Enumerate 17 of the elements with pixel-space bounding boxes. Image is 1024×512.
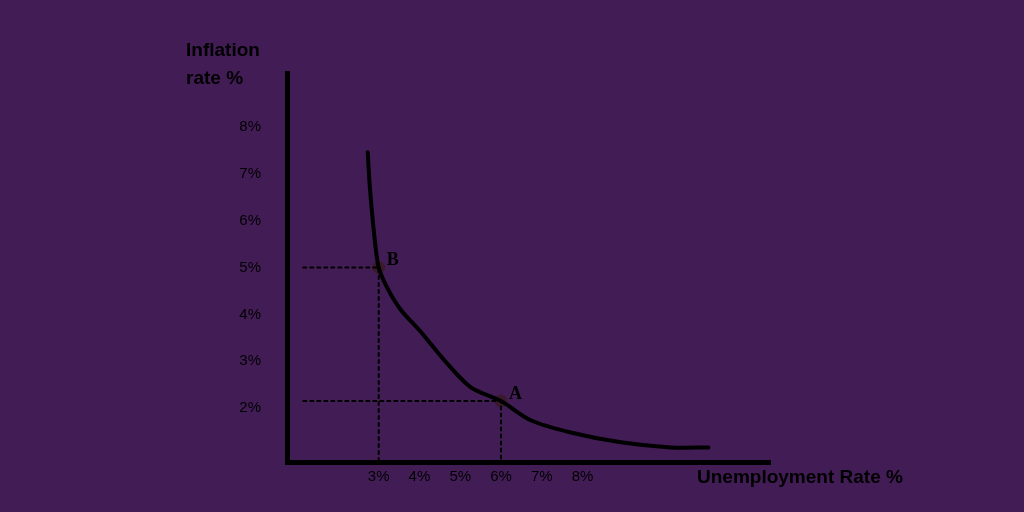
x-axis-title: Unemployment Rate % [697, 466, 903, 488]
y-tick-label: 6% [239, 210, 261, 228]
annotation: A [508, 382, 522, 403]
y-tick-label: 2% [239, 398, 261, 416]
y-tick-label: 5% [239, 257, 261, 275]
y-tick-label: 8% [239, 117, 261, 135]
x-tick-label: 5% [449, 467, 472, 485]
x-tick-label: 6% [490, 467, 512, 485]
y-tick-label: 4% [239, 304, 261, 322]
y-axis-title: Inflation rate % [186, 38, 261, 90]
x-tick-label: 3% [367, 467, 390, 485]
y-tick-label: 3% [239, 351, 261, 369]
y-tick-label: 7% [239, 163, 261, 181]
x-tick-label: 4% [408, 467, 431, 485]
x-tick-label: 7% [530, 467, 553, 485]
annotation: B [386, 249, 399, 270]
x-tick-label: 8% [571, 467, 594, 485]
